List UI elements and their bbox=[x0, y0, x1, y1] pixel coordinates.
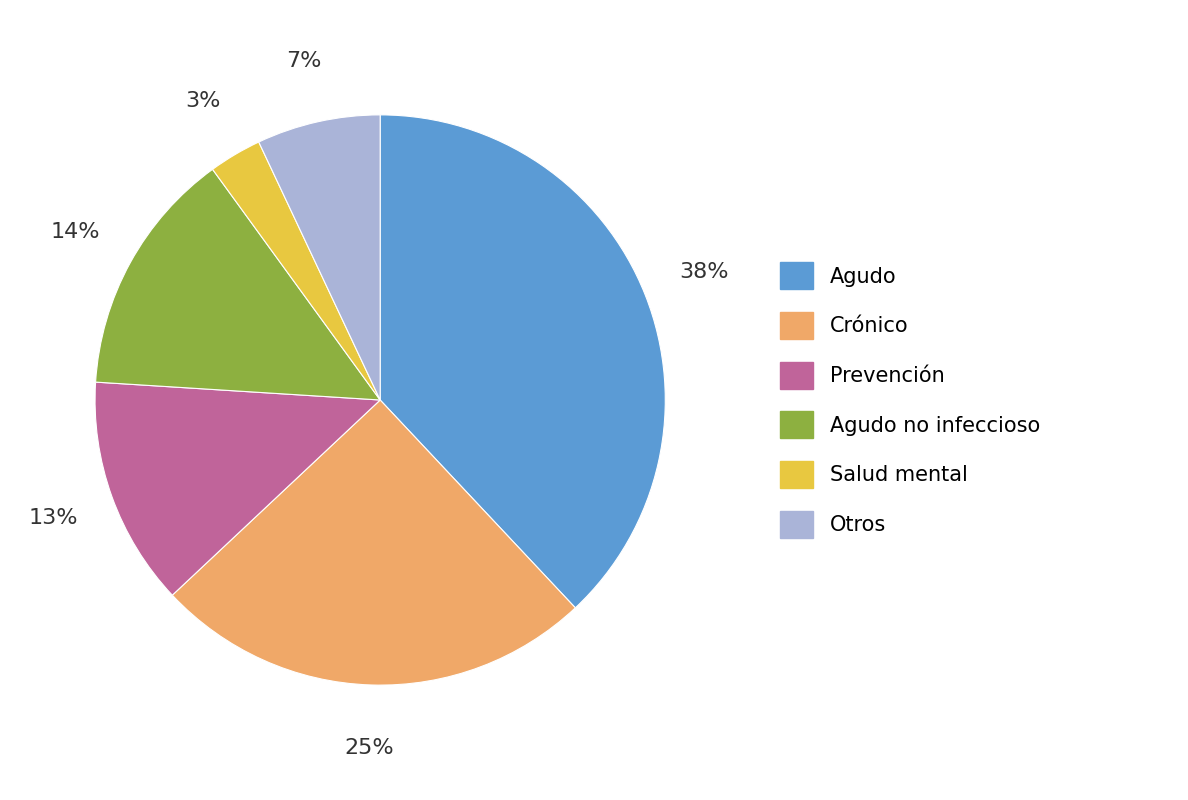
Text: 7%: 7% bbox=[286, 50, 322, 70]
Wedge shape bbox=[380, 115, 665, 608]
Text: 14%: 14% bbox=[51, 222, 100, 242]
Wedge shape bbox=[259, 115, 380, 400]
Legend: Agudo, Crónico, Prevención, Agudo no infeccioso, Salud mental, Otros: Agudo, Crónico, Prevención, Agudo no inf… bbox=[770, 252, 1050, 548]
Wedge shape bbox=[95, 382, 380, 595]
Text: 25%: 25% bbox=[345, 738, 394, 758]
Text: 38%: 38% bbox=[678, 262, 728, 282]
Wedge shape bbox=[172, 400, 575, 685]
Wedge shape bbox=[213, 142, 380, 400]
Text: 3%: 3% bbox=[185, 90, 221, 110]
Text: 13%: 13% bbox=[29, 508, 77, 528]
Wedge shape bbox=[95, 170, 380, 400]
